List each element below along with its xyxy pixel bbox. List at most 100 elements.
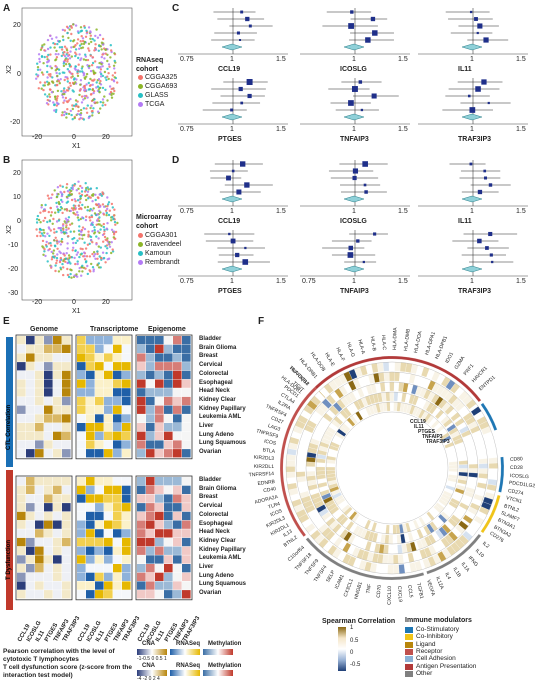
scatter-point bbox=[101, 74, 105, 78]
scatter-point bbox=[66, 200, 70, 203]
heatmap-cell bbox=[35, 353, 44, 362]
legend1-ticks: -1-0.5 0 0.5 1 bbox=[137, 656, 167, 662]
scatter-point bbox=[52, 252, 55, 255]
heatmap-cell bbox=[35, 572, 44, 581]
scatter-point bbox=[96, 36, 100, 39]
heatmap-cell bbox=[164, 449, 173, 458]
heatmap-cell bbox=[86, 362, 95, 371]
scatter-point bbox=[65, 112, 68, 116]
heatmap-cell bbox=[164, 572, 173, 581]
heatmap-cell bbox=[137, 336, 146, 345]
scatter-point bbox=[99, 228, 102, 231]
heatmap-cell bbox=[146, 370, 155, 380]
scatter-point bbox=[72, 23, 75, 26]
scatter-point bbox=[64, 257, 68, 260]
scatter-point bbox=[108, 85, 112, 88]
heatmap-cell bbox=[173, 336, 182, 345]
circos-cell bbox=[392, 534, 398, 545]
ytick-b-1: 10 bbox=[13, 194, 21, 201]
heatmap-cell bbox=[164, 537, 173, 547]
heatmap-cell bbox=[122, 379, 131, 388]
scatter-point bbox=[54, 264, 57, 267]
scatter-point bbox=[72, 211, 75, 215]
heatmap-cell bbox=[182, 449, 191, 458]
scatter-point bbox=[108, 245, 112, 248]
scatter-point bbox=[69, 84, 72, 87]
heatmap-cell bbox=[26, 336, 35, 345]
scatter-point bbox=[76, 262, 79, 266]
scatter-point bbox=[89, 93, 93, 96]
heatmap-cell bbox=[113, 477, 122, 486]
circos-cell bbox=[394, 361, 401, 372]
heatmap-cell bbox=[137, 396, 146, 406]
heatmap-cell bbox=[155, 485, 164, 494]
scatter-point bbox=[52, 217, 55, 221]
forest-tick: 1 bbox=[352, 278, 356, 285]
scatter-point bbox=[82, 98, 85, 101]
scatter-point bbox=[62, 266, 65, 269]
heatmap-cell bbox=[113, 572, 122, 581]
scatter-point bbox=[61, 71, 65, 74]
scatter-point bbox=[60, 194, 64, 198]
heatmap-cell bbox=[44, 546, 53, 555]
circos-cell bbox=[285, 460, 296, 467]
heatmap-cell bbox=[17, 572, 26, 581]
heatmap-cell bbox=[95, 423, 104, 432]
heatmap-cell bbox=[86, 423, 95, 432]
scatter-point bbox=[59, 256, 62, 260]
scatter-point bbox=[74, 99, 78, 102]
heatmap-cell bbox=[35, 511, 44, 521]
scatter-point bbox=[94, 193, 97, 196]
scatter-point bbox=[54, 59, 57, 62]
heatmap-cell bbox=[113, 520, 122, 529]
heatmap-cell bbox=[104, 485, 113, 494]
heatmap-cell bbox=[155, 572, 164, 581]
heatmap-cell bbox=[53, 396, 62, 406]
scatter-point bbox=[95, 219, 99, 222]
scatter-point bbox=[54, 95, 57, 98]
scatter-point bbox=[50, 265, 53, 268]
heatmap-cell bbox=[77, 572, 86, 581]
scatter-point bbox=[114, 230, 118, 234]
heatmap-cell bbox=[155, 344, 164, 353]
circos-cell bbox=[385, 391, 391, 402]
heatmap-cell bbox=[95, 511, 104, 521]
scatter-point bbox=[89, 238, 93, 242]
scatter-point bbox=[40, 46, 43, 50]
scatter-point bbox=[71, 72, 74, 76]
scatter-point bbox=[63, 232, 66, 235]
scatter-point bbox=[63, 45, 67, 48]
heatmap-cell bbox=[173, 511, 182, 521]
scatter-point bbox=[92, 207, 95, 210]
heatmap-cell bbox=[104, 379, 113, 388]
ytick-b-3: -10 bbox=[8, 242, 19, 249]
heatmap-cell bbox=[44, 581, 53, 590]
heatmap-cell bbox=[164, 511, 173, 521]
scatter-point bbox=[74, 204, 77, 208]
heatmap-cell bbox=[182, 405, 191, 414]
heatmap-cell bbox=[182, 485, 191, 494]
scatter-point bbox=[85, 255, 89, 258]
gradient-cna-2 bbox=[137, 670, 167, 676]
circos-inner-label: TNFAIP3 bbox=[422, 434, 443, 440]
scatter-point bbox=[78, 93, 81, 97]
scatter-point bbox=[97, 44, 101, 48]
heatmap-cell bbox=[104, 590, 113, 599]
heatmap-cell bbox=[146, 431, 155, 440]
circos-cell bbox=[295, 466, 306, 472]
xlabel-b: X1 bbox=[72, 308, 81, 315]
scatter-point bbox=[98, 193, 101, 196]
scatter-point bbox=[74, 51, 77, 54]
heatmap-cell bbox=[53, 546, 62, 555]
scatter-point bbox=[90, 262, 93, 266]
heatmap-cell bbox=[146, 344, 155, 353]
heatmap-cell bbox=[86, 477, 95, 486]
scatter-point bbox=[97, 78, 101, 81]
circos-cell bbox=[393, 564, 400, 575]
heatmap-cell bbox=[164, 590, 173, 599]
forest-tick: 1 bbox=[470, 278, 474, 285]
scatter-point bbox=[102, 256, 106, 260]
scatter-point bbox=[55, 239, 59, 242]
circos-cell bbox=[458, 468, 469, 473]
scatter-point bbox=[49, 75, 52, 78]
